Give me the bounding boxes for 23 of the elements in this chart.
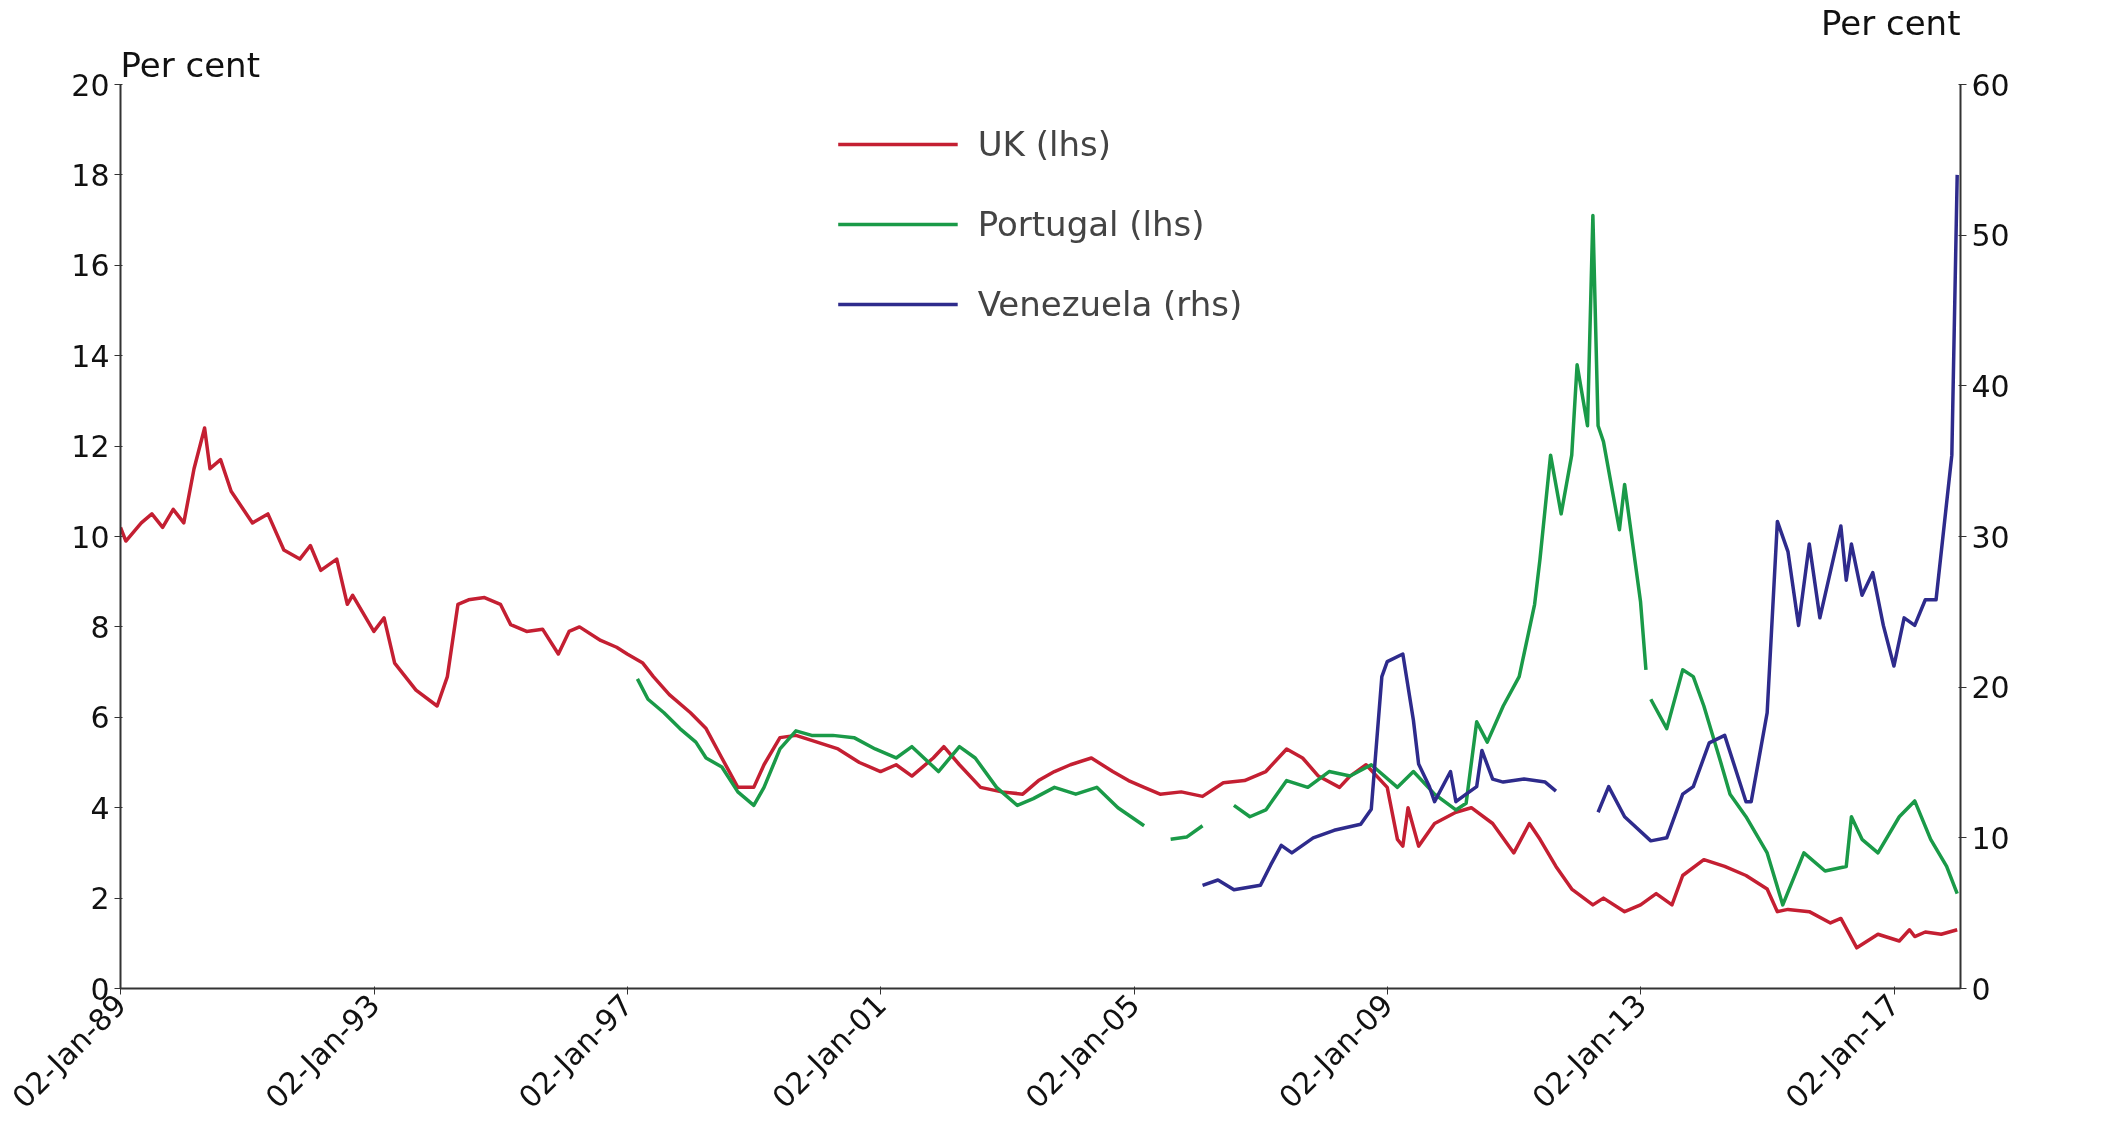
y2-tick-label: 30 [1971, 519, 2010, 555]
legend-label: Venezuela (rhs) [977, 284, 1243, 324]
y-tick-label: 16 [71, 248, 110, 284]
y-tick-label: 20 [71, 67, 110, 103]
y-tick-label: 8 [90, 609, 110, 645]
y-tick-label: 2 [90, 881, 110, 917]
legend-label: UK (lhs) [977, 124, 1111, 164]
y-axis-title: Per cent [120, 44, 260, 85]
y-tick-label: 14 [71, 338, 110, 374]
y-tick-label: 12 [71, 429, 110, 465]
legend-label: Portugal (lhs) [977, 204, 1205, 244]
y2-tick-label: 60 [1971, 67, 2010, 103]
y2-tick-label: 50 [1971, 218, 2010, 254]
line-series [120, 426, 1959, 950]
y-tick-label: 4 [90, 790, 110, 826]
y2-tick-label: 0 [1971, 971, 1991, 1007]
y2-tick-label: 10 [1971, 820, 2010, 856]
y-tick-label: 10 [71, 519, 110, 555]
y2-tick-label: 40 [1971, 368, 2010, 404]
y2-tick-label: 20 [1971, 670, 2010, 706]
y-tick-label: 6 [90, 700, 110, 736]
y-tick-label: 18 [71, 157, 110, 193]
y2-axis-title: Per cent [1821, 2, 1961, 43]
